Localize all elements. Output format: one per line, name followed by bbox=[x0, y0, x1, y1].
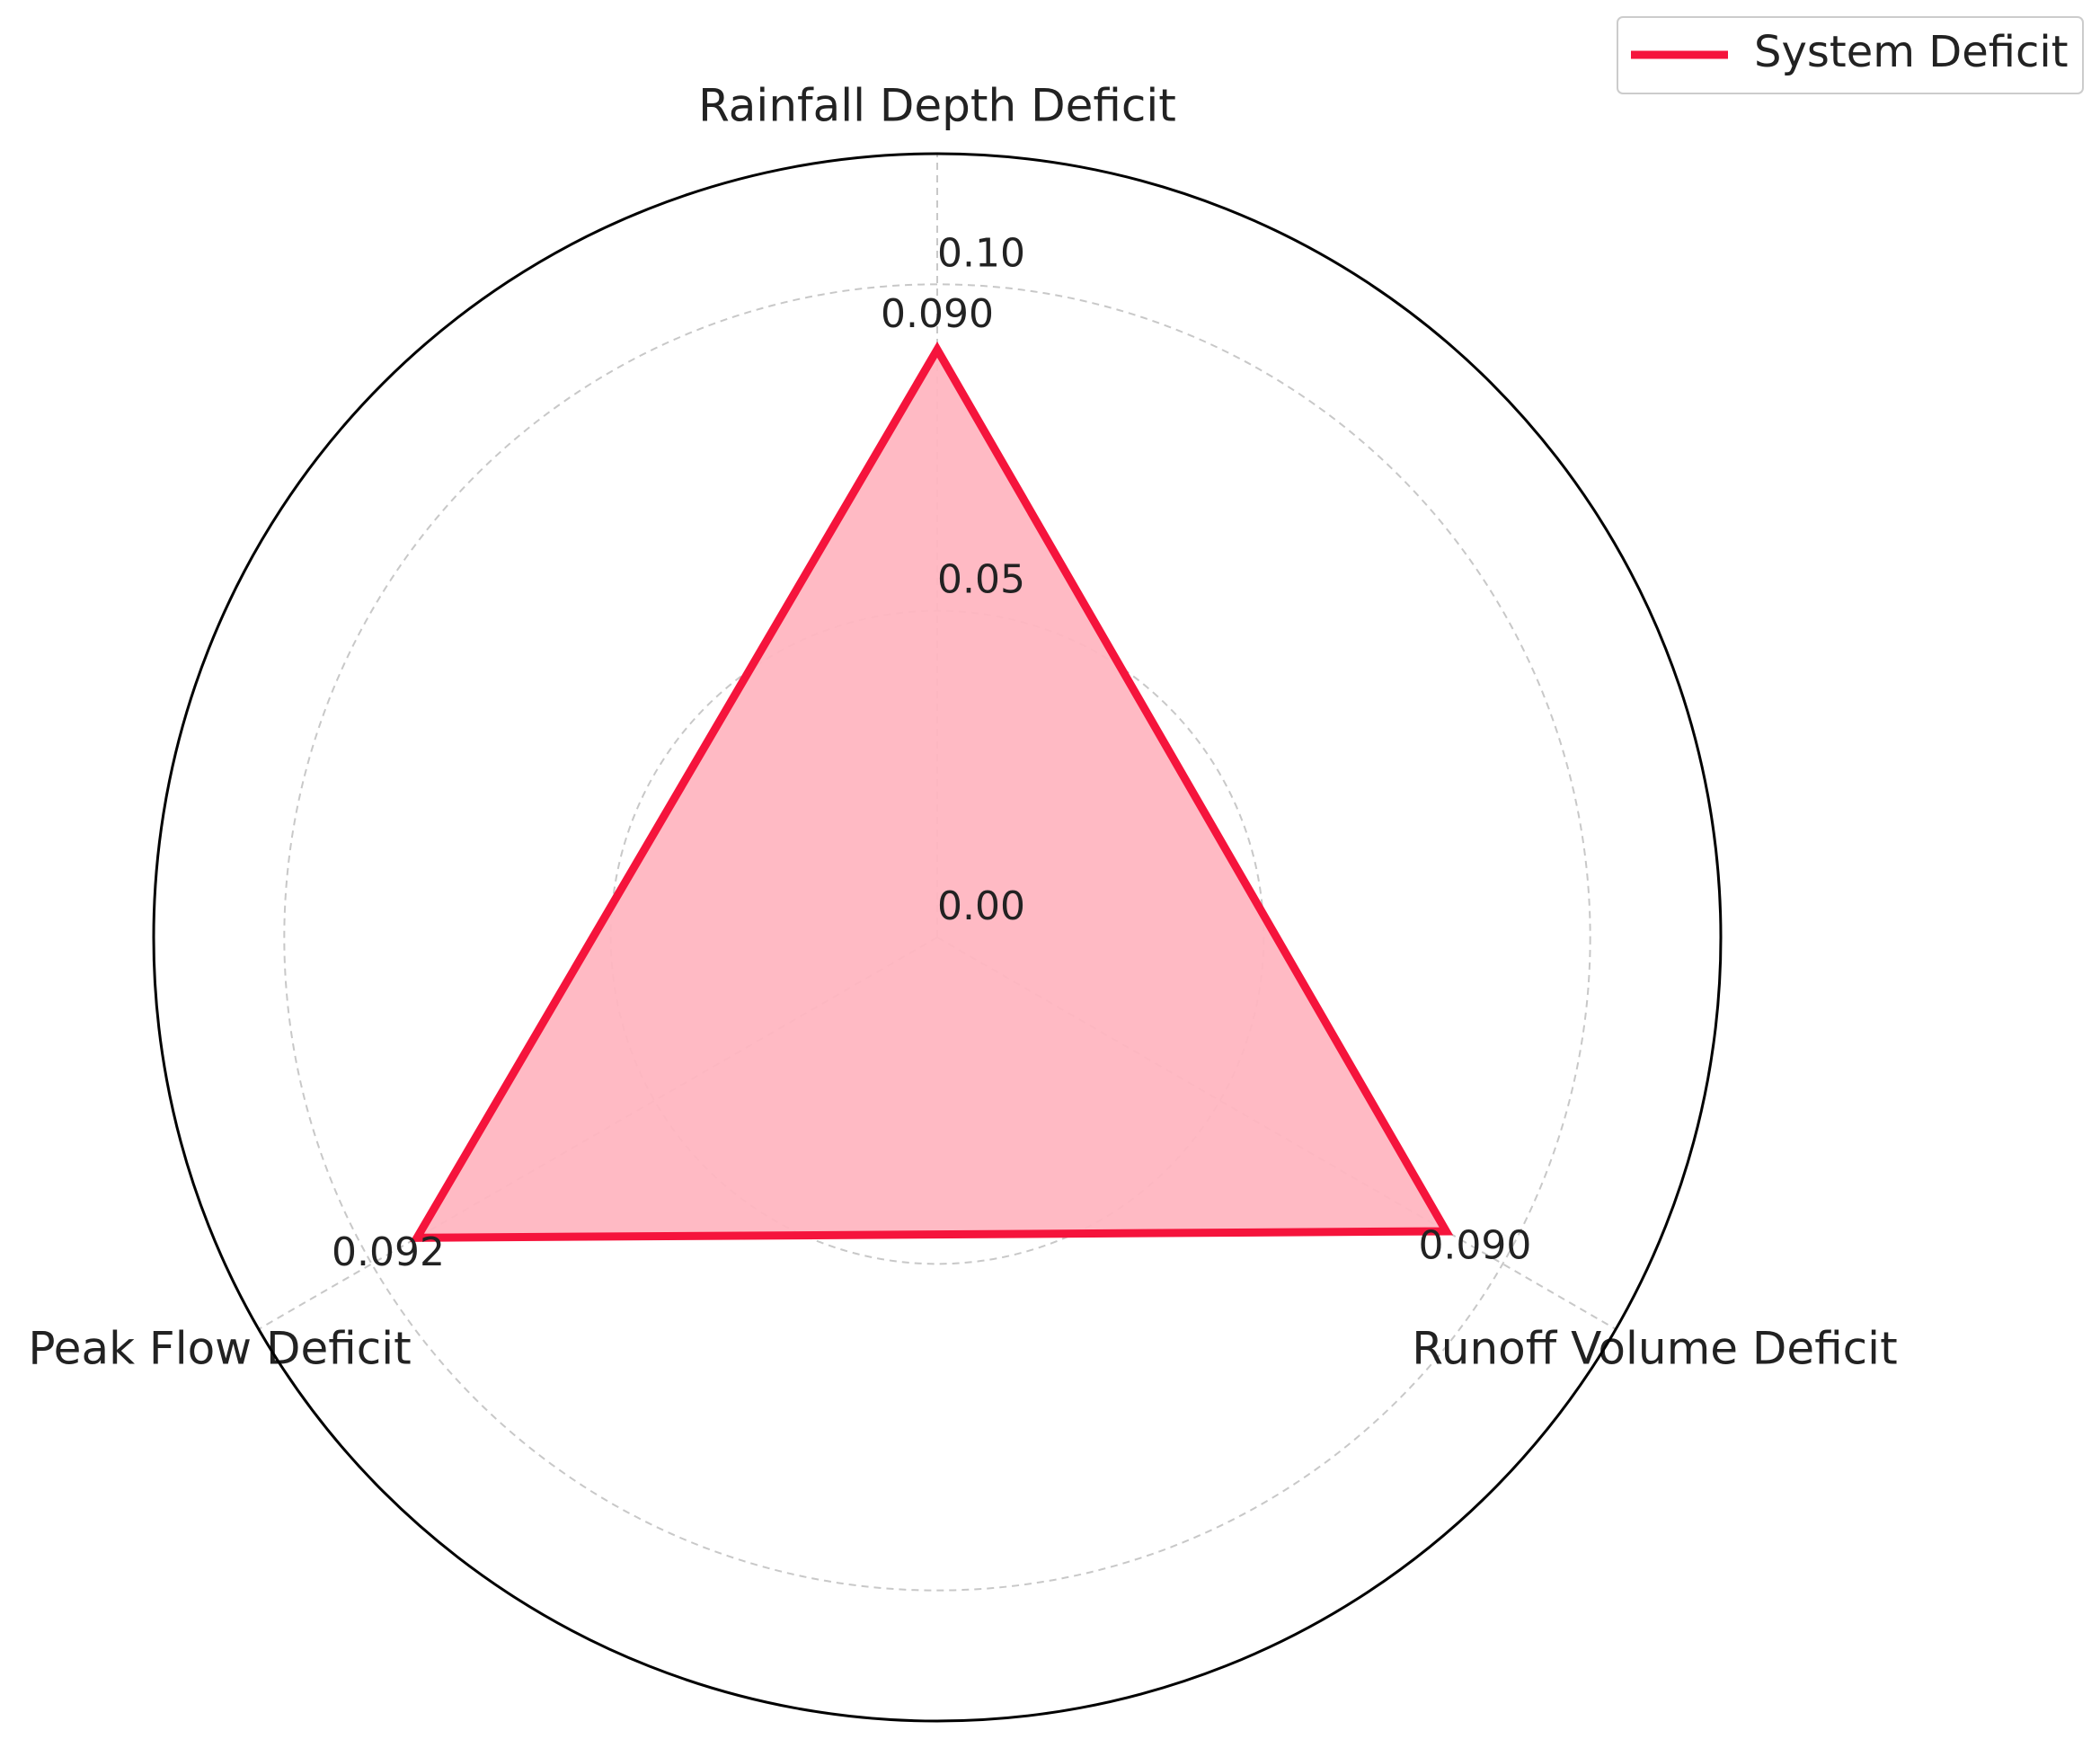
r-tick-label: 0.05 bbox=[937, 557, 1025, 603]
grid-circle bbox=[283, 283, 1591, 1592]
series-area bbox=[410, 342, 1454, 1242]
category-label: Rainfall Depth Deficit bbox=[698, 80, 1176, 132]
legend-label: System Deficit bbox=[1754, 27, 2069, 77]
legend-box bbox=[1617, 16, 2084, 94]
outer-circle bbox=[152, 152, 1723, 1723]
category-label: Peak Flow Deficit bbox=[28, 1323, 411, 1375]
r-tick-label: 0.00 bbox=[937, 883, 1025, 929]
category-label: Runoff Volume Deficit bbox=[1412, 1323, 1897, 1375]
value-label: 0.090 bbox=[1418, 1223, 1531, 1269]
value-label: 0.090 bbox=[881, 291, 994, 337]
r-tick-label: 0.10 bbox=[937, 230, 1025, 276]
value-label: 0.092 bbox=[332, 1229, 445, 1275]
